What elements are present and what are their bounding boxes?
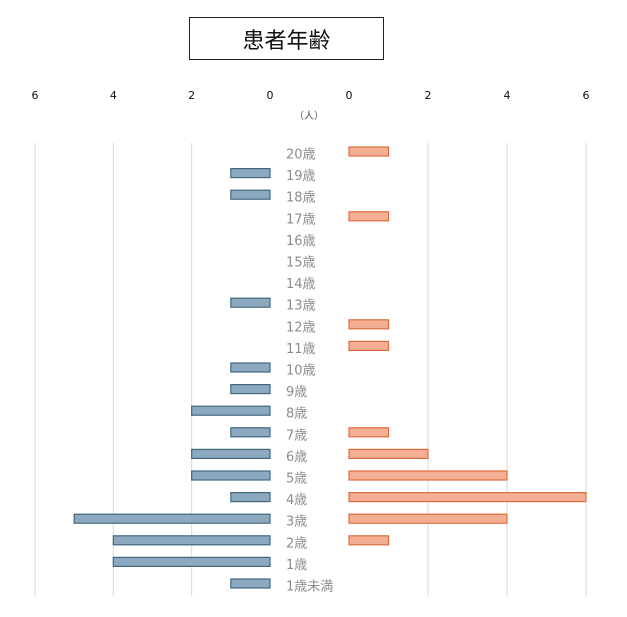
- category-label: 11歳: [286, 342, 316, 357]
- left-bar: [230, 168, 271, 179]
- category-label: 10歳: [286, 364, 316, 379]
- right-bar: [348, 513, 508, 524]
- left-bar: [230, 427, 271, 438]
- right-axis-tick-label: 0: [346, 89, 353, 102]
- category-label: 17歳: [286, 212, 316, 227]
- left-axis-tick-label: 2: [188, 89, 195, 102]
- unit-label: （人）: [294, 110, 324, 122]
- category-label: 19歳: [286, 169, 316, 184]
- left-bar: [230, 384, 271, 395]
- category-label: 14歳: [286, 277, 316, 292]
- left-bar: [191, 470, 271, 481]
- left-bar: [230, 189, 271, 200]
- category-label: 16歳: [286, 234, 316, 249]
- left-bar: [112, 535, 271, 546]
- category-label: 3歳: [286, 515, 307, 530]
- category-label: 4歳: [286, 493, 307, 508]
- category-label: 5歳: [286, 472, 307, 487]
- category-label: 7歳: [286, 428, 307, 443]
- right-bar: [348, 470, 508, 481]
- left-bar: [112, 556, 271, 568]
- category-label: 8歳: [286, 407, 307, 422]
- right-bar: [348, 146, 390, 157]
- chart-title: 患者年齢: [189, 17, 384, 60]
- category-label: 18歳: [286, 191, 316, 206]
- right-bar: [348, 319, 390, 330]
- right-bar: [348, 340, 390, 351]
- category-label: 9歳: [286, 385, 307, 400]
- left-axis-tick-label: 4: [110, 89, 117, 102]
- category-label: 15歳: [286, 256, 316, 271]
- right-bar: [348, 427, 390, 438]
- right-axis-tick-label: 6: [583, 89, 590, 102]
- left-bar: [191, 448, 271, 459]
- left-bar: [230, 362, 271, 373]
- left-axis-tick-label: 0: [267, 89, 274, 102]
- left-bar: [230, 492, 271, 503]
- left-axis-tick-label: 6: [32, 89, 39, 102]
- right-axis-tick-label: 2: [425, 89, 432, 102]
- category-label: 12歳: [286, 320, 316, 335]
- right-bar: [348, 448, 429, 459]
- right-bar: [348, 492, 587, 503]
- left-bar: [230, 297, 271, 308]
- category-label: 1歳未満: [286, 580, 333, 595]
- left-bar: [73, 513, 271, 524]
- right-bar: [348, 535, 390, 546]
- category-label: 13歳: [286, 299, 316, 314]
- category-label: 20歳: [286, 148, 316, 163]
- category-label: 1歳: [286, 558, 307, 573]
- left-bar: [191, 405, 271, 416]
- category-label: 6歳: [286, 450, 307, 465]
- right-axis-tick-label: 4: [504, 89, 511, 102]
- right-bar: [348, 211, 390, 222]
- left-bar: [230, 578, 271, 589]
- category-label: 2歳: [286, 536, 307, 551]
